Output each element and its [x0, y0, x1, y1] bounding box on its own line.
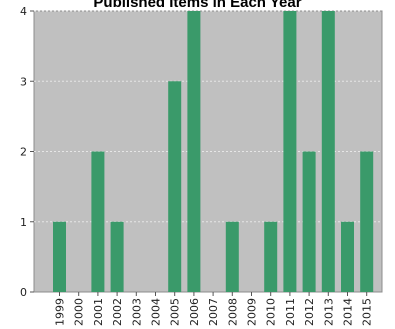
x-tick-label: 2001	[92, 298, 105, 326]
bar-2010	[264, 221, 278, 292]
x-tick-label: 2008	[226, 298, 239, 326]
bar-2005	[168, 81, 182, 292]
x-tick-label: 1999	[54, 298, 67, 326]
x-tick-label: 2002	[111, 298, 124, 326]
bar-2015	[360, 151, 374, 292]
x-tick-label: 2010	[265, 298, 278, 326]
y-tick-label: 1	[20, 216, 27, 229]
bar-2002	[110, 221, 124, 292]
x-axis: 1999 2000 2001 2002 2003 2004 2005 2006 2007 2008…	[54, 292, 374, 326]
bar-2013	[321, 11, 335, 292]
bar-2001	[91, 151, 105, 292]
bar-1999	[53, 221, 66, 292]
x-tick-label: 2000	[73, 298, 86, 326]
y-tick-label: 3	[20, 75, 27, 88]
x-tick-label: 2014	[342, 298, 355, 326]
bars	[53, 11, 374, 292]
bar-2008	[225, 221, 239, 292]
x-tick-label: 2012	[303, 298, 316, 326]
x-tick-label: 2007	[207, 298, 220, 326]
x-tick-label: 2015	[361, 298, 374, 326]
x-tick-label: 2009	[246, 298, 259, 326]
chart-title: Published Items in Each Year	[93, 0, 302, 11]
y-tick-label: 0	[20, 286, 27, 299]
x-tick-label: 2011	[284, 298, 297, 326]
bar-2012	[302, 151, 316, 292]
x-tick-label: 2004	[150, 298, 163, 326]
x-tick-label: 2006	[188, 298, 201, 326]
bar-2014	[341, 221, 354, 292]
y-tick-label: 4	[20, 5, 27, 18]
y-tick-label: 2	[20, 146, 27, 159]
bar-2011	[283, 11, 297, 292]
x-tick-label: 2005	[169, 298, 182, 326]
y-axis: 0 1 2 3 4	[20, 5, 34, 299]
x-tick-label: 2003	[130, 298, 143, 326]
bar-2006	[187, 11, 201, 292]
x-tick-label: 2013	[322, 298, 335, 326]
